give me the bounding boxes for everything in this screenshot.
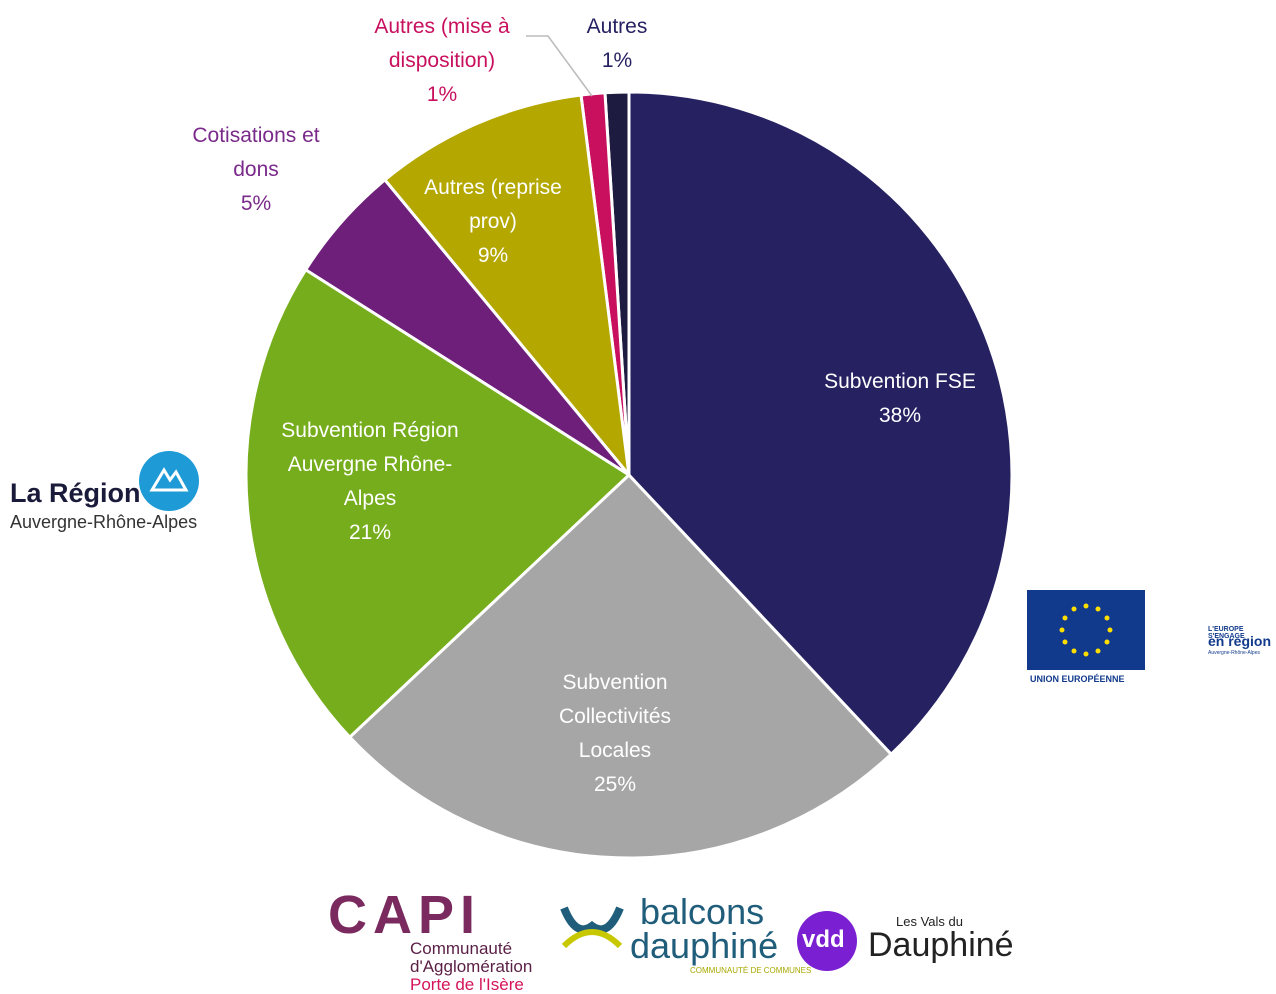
logo-text: Les Vals du <box>896 914 963 929</box>
logo-text: UNION EUROPÉENNE <box>1030 674 1125 684</box>
slice-label: Autres (reprise prov) 9% <box>406 171 581 273</box>
logo-icon <box>560 906 624 949</box>
value-label: 38% <box>878 404 922 427</box>
slice-label: Autres 1% <box>557 10 677 78</box>
category-label: Autres <box>586 15 648 38</box>
value-label: 9% <box>477 244 509 267</box>
value-label: 1% <box>426 83 458 106</box>
logo-text: en region <box>1208 633 1272 649</box>
logo-text: d'Agglomération <box>410 957 533 976</box>
eu-flag <box>1027 590 1145 670</box>
slice-label: Subvention Région Auvergne Rhône-Alpes 21… <box>281 414 459 550</box>
logo-text: vdd <box>802 926 845 953</box>
value-label: 5% <box>240 192 272 215</box>
logo-text: CAPI <box>328 885 482 945</box>
category-label: Subvention Région Auvergne Rhône-Alpes <box>281 419 459 510</box>
logo-text: balcons <box>640 891 765 932</box>
logo-text: Auvergne-Rhône-Alpes <box>10 512 198 532</box>
category-label: Cotisations et dons <box>192 124 320 181</box>
value-label: 21% <box>348 521 392 544</box>
value-label: 1% <box>601 49 633 72</box>
pie-slice <box>347 472 894 860</box>
category-label: Autres (reprise prov) <box>424 176 562 233</box>
category-label: Subvention FSE <box>824 370 976 393</box>
logo-text: La Région <box>10 478 141 508</box>
logo-text: dauphiné <box>630 925 779 966</box>
category-label: Autres (mise à disposition) <box>374 15 510 72</box>
logo-icon <box>139 451 199 511</box>
pie-slice <box>627 90 1014 757</box>
slice-label: Subvention Collectivités Locales 25% <box>540 666 690 802</box>
slice-label: Cotisations et dons 5% <box>176 119 336 221</box>
pie-slice <box>244 267 632 740</box>
logo-text: Dauphiné <box>868 926 1014 964</box>
logo-text: Auvergne-Rhône-Alpes <box>1208 650 1260 656</box>
pie-slice <box>382 93 632 480</box>
value-label: 25% <box>593 773 637 796</box>
logo-icon <box>797 911 857 971</box>
logo-text: COMMUNAUTÉ DE COMMUNES <box>690 966 812 975</box>
logo-text: Porte de l'Isère <box>410 975 524 994</box>
logo-text: Communauté <box>410 939 513 958</box>
eu-stars <box>1059 603 1113 657</box>
logo-text: L'EUROPE S'ENGAGE <box>1208 626 1245 640</box>
leader-line <box>526 35 593 97</box>
category-label: Subvention Collectivités Locales <box>558 671 672 762</box>
slice-label: Autres (mise à disposition) 1% <box>357 10 527 112</box>
slice-label: Subvention FSE 38% <box>780 365 1020 433</box>
